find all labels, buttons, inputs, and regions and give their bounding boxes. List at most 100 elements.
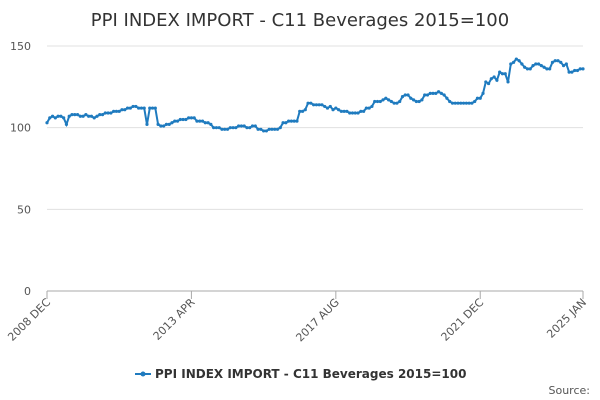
point [389, 99, 393, 104]
point [539, 64, 543, 68]
point [481, 91, 485, 95]
point [556, 59, 560, 63]
point [231, 126, 235, 130]
point [178, 117, 182, 122]
point [109, 111, 113, 115]
point [159, 124, 163, 128]
point [173, 119, 177, 123]
point [145, 122, 149, 126]
point [287, 119, 291, 123]
point [364, 106, 368, 110]
point [550, 60, 555, 64]
point [425, 93, 430, 97]
point [392, 101, 396, 105]
point [203, 121, 207, 125]
point [428, 91, 432, 95]
point [564, 62, 568, 66]
point [237, 124, 241, 128]
point [275, 127, 280, 131]
point [350, 111, 355, 115]
point [187, 116, 191, 120]
point [414, 99, 418, 104]
point [87, 114, 91, 118]
point [475, 96, 480, 100]
point [292, 119, 296, 123]
point [531, 64, 535, 68]
point [461, 101, 466, 105]
point [309, 101, 313, 105]
point [375, 99, 380, 104]
point [137, 106, 141, 110]
point [473, 99, 477, 104]
point [498, 70, 502, 74]
point [536, 62, 541, 66]
point [373, 99, 377, 104]
x-tick-label: 2008 DEC [5, 296, 53, 344]
point [289, 119, 293, 123]
point [409, 96, 413, 100]
point [492, 75, 496, 79]
point [517, 59, 521, 63]
point [348, 111, 352, 115]
point [353, 111, 357, 115]
point [328, 104, 332, 109]
point [89, 114, 94, 118]
point [559, 60, 563, 64]
point [125, 106, 130, 110]
point [448, 99, 452, 104]
point [206, 121, 210, 125]
point [381, 98, 385, 102]
point [509, 62, 513, 66]
point [98, 113, 102, 117]
point [395, 101, 399, 105]
point [156, 122, 160, 126]
point [259, 127, 263, 131]
point [495, 78, 499, 82]
source-label: Source: [549, 384, 591, 397]
point [403, 93, 407, 97]
point [356, 111, 360, 115]
point [189, 116, 194, 120]
point [417, 99, 421, 104]
point [117, 109, 121, 113]
point [253, 124, 257, 128]
point [81, 114, 85, 118]
point [528, 67, 532, 71]
point [50, 114, 55, 118]
point [561, 64, 566, 68]
point [362, 109, 366, 113]
point [73, 113, 77, 117]
point [503, 72, 507, 76]
point [281, 121, 285, 125]
point [106, 111, 110, 115]
point [242, 124, 246, 128]
point [542, 65, 546, 69]
point [262, 129, 266, 133]
point [228, 126, 232, 130]
point [445, 96, 449, 100]
x-tick-label: 2013 APR [151, 296, 198, 343]
series-line [46, 57, 583, 132]
legend-marker [140, 371, 146, 377]
point [100, 113, 105, 117]
point [62, 116, 66, 120]
point [270, 127, 274, 131]
point [181, 117, 185, 122]
point [223, 127, 227, 131]
point [314, 103, 318, 107]
point [95, 114, 99, 118]
point [545, 67, 549, 71]
point [164, 122, 169, 126]
point [170, 121, 174, 125]
point [342, 109, 346, 113]
point [217, 126, 221, 130]
point [184, 117, 188, 122]
point [511, 60, 516, 64]
point [331, 108, 335, 112]
point [470, 101, 474, 105]
point [273, 127, 277, 131]
point [456, 101, 460, 105]
point [578, 67, 582, 71]
point [195, 119, 199, 123]
